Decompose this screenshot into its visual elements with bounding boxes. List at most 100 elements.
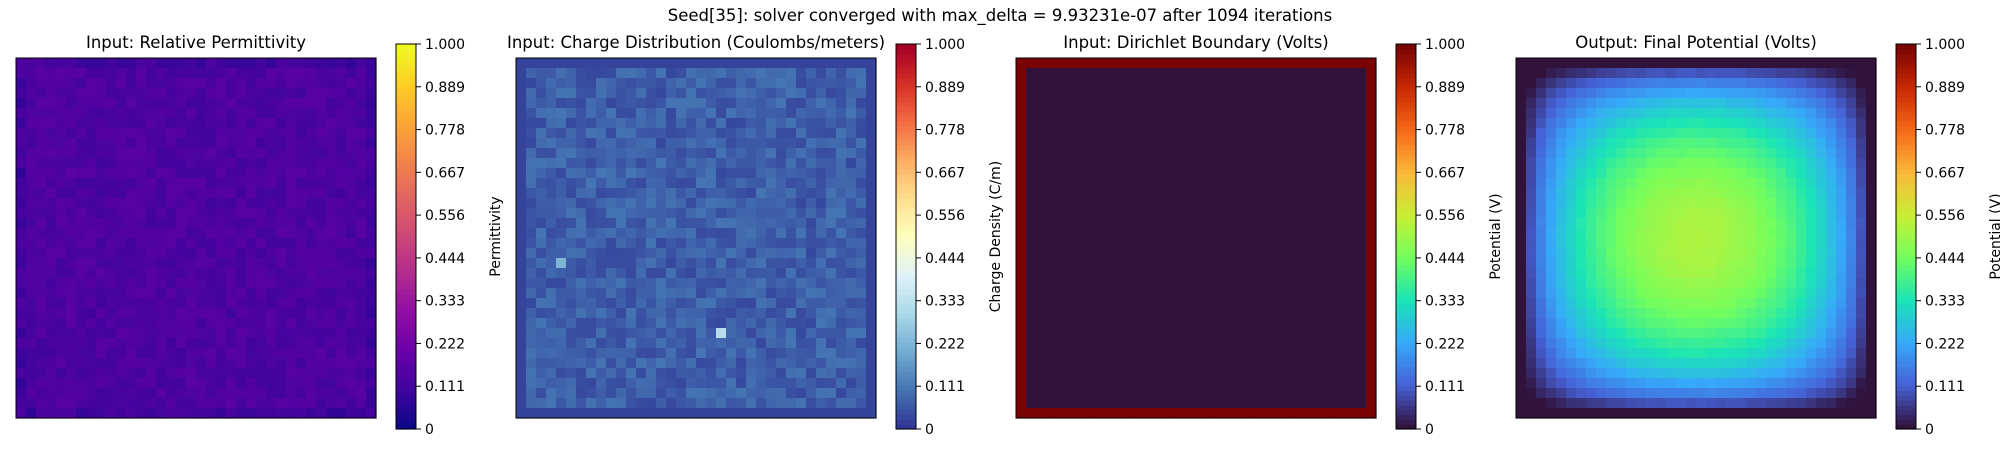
colorbar-segment bbox=[1396, 303, 1416, 310]
heatmap-cell bbox=[266, 238, 277, 249]
heatmap-cell bbox=[196, 88, 207, 99]
heatmap-cell bbox=[1306, 328, 1317, 339]
heatmap-cell bbox=[656, 78, 667, 89]
heatmap-cell bbox=[1336, 228, 1347, 239]
heatmap-cell bbox=[76, 118, 87, 129]
heatmap-cell bbox=[736, 148, 747, 159]
heatmap-cell bbox=[616, 188, 627, 199]
heatmap-cell bbox=[226, 118, 237, 129]
colorbar-tick-label: 0.111 bbox=[425, 379, 465, 395]
heatmap-cell bbox=[556, 368, 567, 379]
heatmap-cell bbox=[1096, 138, 1107, 149]
heatmap-cell bbox=[1816, 128, 1827, 139]
heatmap-cell bbox=[1356, 278, 1367, 289]
heatmap-cell bbox=[526, 358, 537, 369]
heatmap-cell bbox=[716, 258, 727, 269]
heatmap-cell bbox=[1796, 98, 1807, 109]
colorbar-frame bbox=[395, 43, 417, 430]
colorbar-segment bbox=[896, 48, 916, 55]
heatmap-cell bbox=[646, 88, 657, 99]
heatmap-cell bbox=[1186, 58, 1197, 69]
heatmap-cell bbox=[196, 118, 207, 129]
heatmap-cell bbox=[626, 338, 637, 349]
colorbar-segment bbox=[396, 366, 416, 372]
heatmap-cell bbox=[1316, 398, 1327, 409]
heatmap-cell bbox=[106, 108, 117, 119]
heatmap-cell bbox=[306, 248, 317, 259]
heatmap-cell bbox=[806, 328, 817, 339]
heatmap-cell bbox=[216, 298, 227, 309]
heatmap-cell bbox=[1516, 58, 1527, 69]
heatmap-cell bbox=[1796, 208, 1807, 219]
heatmap-cell bbox=[1246, 58, 1257, 69]
heatmap-cell bbox=[1266, 178, 1277, 189]
heatmap-cell bbox=[1616, 168, 1627, 179]
heatmap-cell bbox=[16, 128, 27, 139]
heatmap-cell bbox=[1626, 188, 1637, 199]
heatmap-cell bbox=[1226, 318, 1237, 329]
heatmap-cell bbox=[336, 228, 347, 239]
heatmap-cell bbox=[326, 68, 337, 79]
heatmap-cell bbox=[1606, 88, 1617, 99]
heatmap-cell bbox=[1276, 398, 1287, 409]
heatmap-cell bbox=[1126, 78, 1137, 89]
heatmap-cell bbox=[246, 398, 257, 409]
heatmap-cell bbox=[1356, 408, 1367, 419]
heatmap-cell bbox=[656, 288, 667, 299]
heatmap-cell bbox=[636, 368, 647, 379]
heatmap-cell bbox=[1286, 308, 1297, 319]
heatmap-cell bbox=[1626, 168, 1637, 179]
heatmap-cell bbox=[686, 368, 697, 379]
heatmap-cell bbox=[206, 358, 217, 369]
heatmap-cell bbox=[1606, 258, 1617, 269]
heatmap-cell bbox=[696, 158, 707, 169]
heatmap-cell bbox=[1226, 298, 1237, 309]
heatmap-cell bbox=[296, 318, 307, 329]
heatmap-cell bbox=[106, 268, 117, 279]
heatmap-cell bbox=[556, 348, 567, 359]
heatmap-cell bbox=[186, 278, 197, 289]
heatmap-cell bbox=[816, 288, 827, 299]
heatmap-cell bbox=[716, 228, 727, 239]
heatmap-cell bbox=[756, 328, 767, 339]
heatmap-cell bbox=[696, 68, 707, 79]
heatmap-cell bbox=[166, 198, 177, 209]
heatmap-cell bbox=[1126, 328, 1137, 339]
heatmap-cell bbox=[246, 188, 257, 199]
heatmap-cell bbox=[246, 378, 257, 389]
heatmap-cell bbox=[596, 398, 607, 409]
colorbar-segment bbox=[896, 327, 916, 334]
heatmap-cell bbox=[306, 318, 317, 329]
heatmap-cell bbox=[526, 378, 537, 389]
heatmap-cell bbox=[706, 218, 717, 229]
heatmap-cell bbox=[1306, 298, 1317, 309]
heatmap-cell bbox=[1686, 228, 1697, 239]
colorbar-segment bbox=[1396, 356, 1416, 363]
heatmap-cell bbox=[1796, 78, 1807, 89]
heatmap-cell bbox=[1606, 228, 1617, 239]
heatmap-cell bbox=[266, 258, 277, 269]
colorbar-segment bbox=[396, 125, 416, 132]
heatmap-cell bbox=[1076, 408, 1087, 419]
heatmap-cell bbox=[696, 228, 707, 239]
heatmap-cell bbox=[1856, 128, 1867, 139]
heatmap-cell bbox=[236, 328, 247, 339]
heatmap-cell bbox=[606, 368, 617, 379]
heatmap-cell bbox=[1756, 198, 1767, 209]
heatmap-cell bbox=[276, 208, 287, 219]
heatmap-cell bbox=[286, 318, 297, 329]
heatmap-cell bbox=[1246, 168, 1257, 179]
heatmap-cell bbox=[766, 78, 777, 89]
heatmap-cell bbox=[1196, 408, 1207, 419]
heatmap-cell bbox=[706, 78, 717, 89]
heatmap-cell bbox=[1636, 128, 1647, 139]
heatmap-cell bbox=[116, 338, 127, 349]
heatmap-cell bbox=[296, 168, 307, 179]
heatmap-cell bbox=[726, 328, 737, 339]
colorbar-segment bbox=[396, 198, 416, 204]
heatmap-cell bbox=[1036, 168, 1047, 179]
heatmap-cell bbox=[1106, 248, 1117, 259]
heatmap-cell bbox=[616, 148, 627, 159]
heatmap-cell bbox=[816, 178, 827, 189]
heatmap-cell bbox=[266, 338, 277, 349]
